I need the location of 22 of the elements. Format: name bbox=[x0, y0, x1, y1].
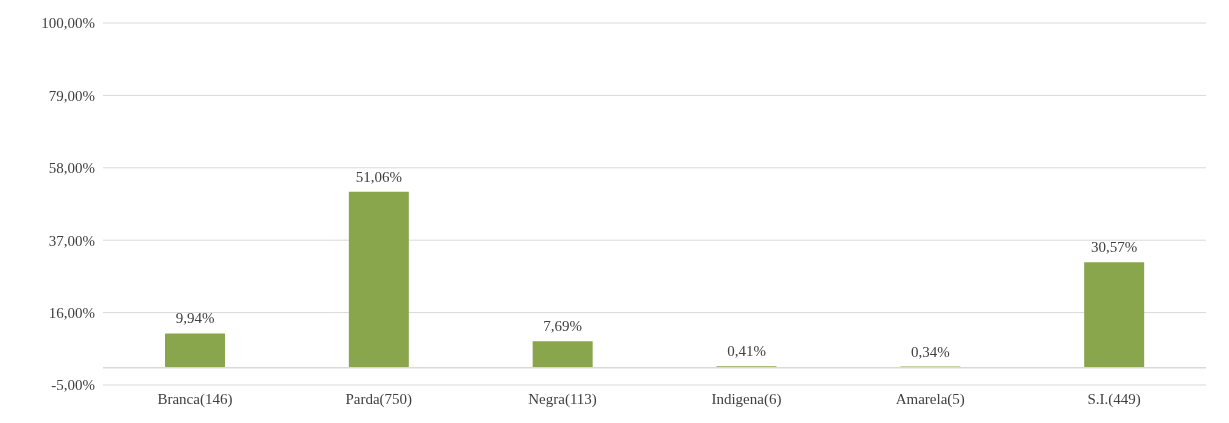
y-tick-label: 58,00% bbox=[48, 160, 95, 177]
x-tick-label: Negra(113) bbox=[528, 390, 597, 408]
y-tick-label: -5,00% bbox=[51, 377, 95, 394]
bar bbox=[348, 191, 409, 368]
y-tick-label: 100,00% bbox=[41, 15, 95, 32]
y-tick-label: 79,00% bbox=[48, 87, 95, 104]
bar bbox=[1084, 262, 1145, 368]
y-tick-label: 37,00% bbox=[48, 232, 95, 249]
x-tick-label: Parda(750) bbox=[345, 390, 413, 408]
data-label: 9,94% bbox=[175, 310, 215, 327]
bar bbox=[165, 333, 225, 368]
data-label: 7,69% bbox=[543, 318, 583, 335]
x-tick-label: Amarela(5) bbox=[895, 390, 965, 408]
data-label: 51,06% bbox=[355, 168, 402, 185]
data-label: 0,34% bbox=[910, 343, 950, 360]
x-tick-label: S.I.(449) bbox=[1087, 390, 1141, 408]
bar bbox=[532, 341, 593, 368]
x-tick-label: Branca(146) bbox=[157, 390, 233, 408]
data-label: 0,41% bbox=[727, 343, 766, 360]
x-tick-label: Indigena(6) bbox=[711, 390, 782, 408]
y-tick-label: 16,00% bbox=[48, 304, 95, 321]
data-label: 30,57% bbox=[1091, 239, 1138, 256]
